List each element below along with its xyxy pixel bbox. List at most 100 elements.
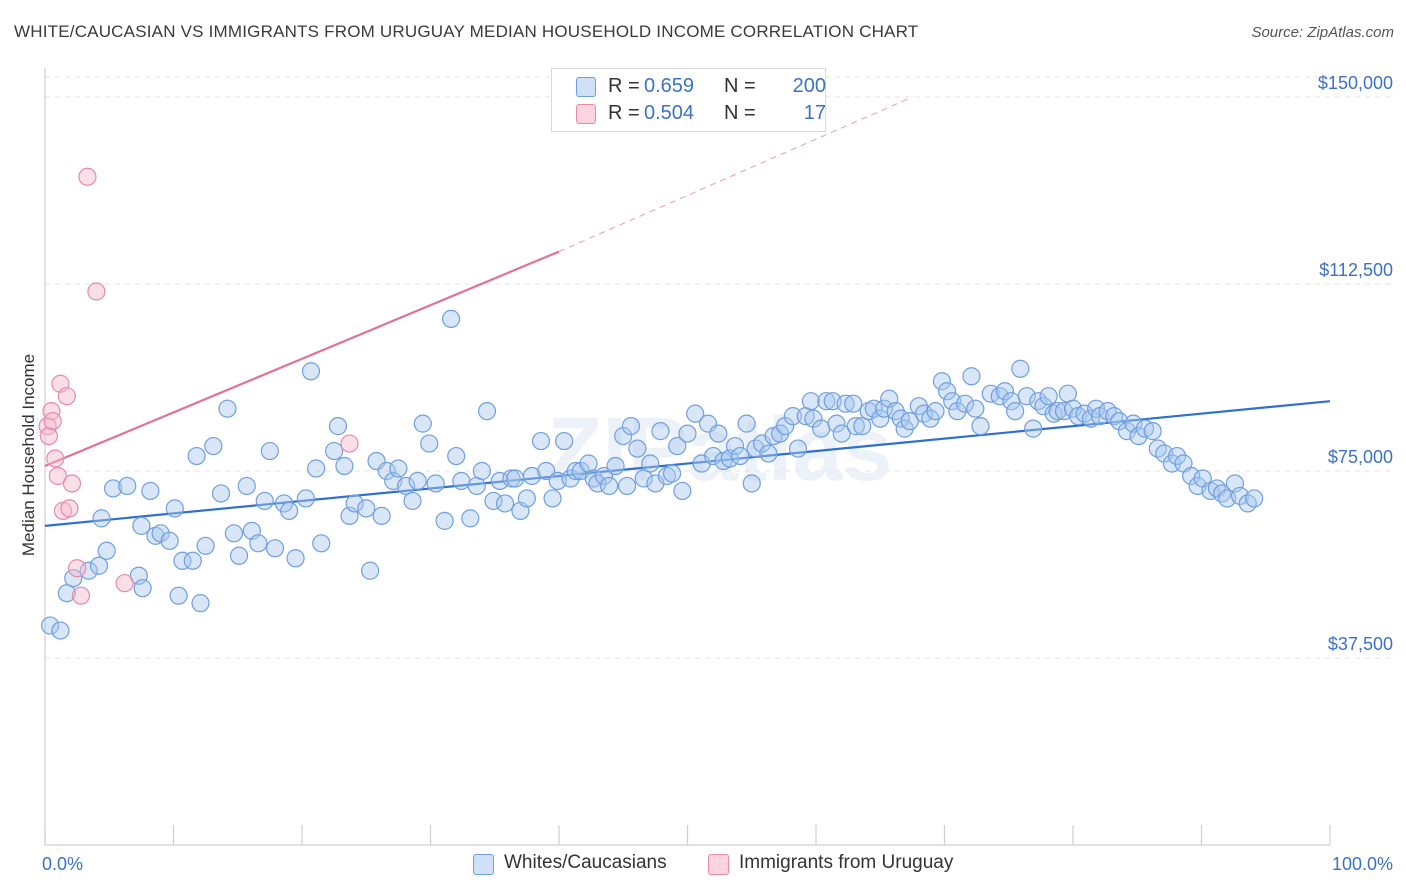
data-point [328, 417, 348, 436]
data-point [57, 584, 76, 603]
data-point [408, 471, 427, 491]
data-point [804, 409, 823, 428]
data-point [169, 586, 188, 605]
data-point [1129, 426, 1148, 446]
data-point [165, 499, 184, 518]
data-point [812, 419, 831, 438]
legend-n-label: N = [724, 102, 756, 124]
legend-r-label: R = [608, 75, 640, 97]
data-point [1143, 422, 1162, 441]
data-point [1048, 402, 1067, 421]
data-point [87, 282, 106, 301]
data-point [48, 466, 67, 486]
data-point [280, 501, 299, 520]
data-point [517, 489, 536, 508]
data-point [668, 436, 687, 456]
data-point [472, 461, 491, 481]
data-point [307, 459, 326, 478]
data-point [1039, 387, 1058, 406]
data-point [1245, 489, 1264, 508]
data-point [948, 402, 967, 421]
data-point [1017, 387, 1036, 406]
data-point [628, 439, 647, 458]
data-point [955, 394, 975, 413]
data-point [776, 417, 795, 436]
data-point [447, 446, 466, 466]
stats-legend: R = 0.659 N = 200 R = 0.504 N = 17 [551, 68, 826, 132]
data-point [1110, 412, 1129, 431]
y-tick-label: $75,000 [1328, 447, 1393, 467]
data-point [588, 474, 607, 493]
data-point [97, 541, 116, 560]
data-point [296, 489, 315, 508]
data-point [742, 474, 761, 493]
data-point [441, 309, 461, 329]
data-point [531, 431, 551, 451]
data-point [1105, 407, 1124, 426]
y-tick-label: $37,500 [1328, 634, 1393, 654]
data-point [357, 499, 376, 518]
data-point [41, 616, 60, 635]
data-point [1029, 392, 1048, 411]
data-point [1230, 486, 1250, 506]
data-point [286, 549, 305, 568]
data-point [46, 449, 65, 468]
data-point [594, 466, 614, 486]
data-point [229, 546, 249, 565]
data-point [435, 511, 454, 530]
data-point [39, 426, 58, 446]
data-point [57, 387, 76, 406]
series-swatch-whites [473, 854, 494, 875]
data-point [204, 436, 223, 456]
data-points [38, 167, 1264, 640]
data-point [132, 516, 151, 535]
data-point [340, 434, 359, 453]
data-point [783, 407, 802, 426]
data-point [875, 399, 894, 418]
data-point [817, 392, 836, 411]
data-point [801, 392, 820, 411]
data-point [89, 556, 109, 575]
data-point [709, 424, 728, 443]
data-point [506, 469, 525, 488]
data-point [104, 479, 123, 498]
data-point [731, 446, 750, 466]
data-point [686, 404, 705, 423]
data-point [1034, 397, 1053, 416]
data-point [555, 431, 574, 451]
data-point [484, 491, 503, 511]
x-tick-labels: 0.0% 100.0% [42, 854, 1393, 874]
legend-swatch-uruguay [576, 104, 596, 124]
data-point [477, 402, 497, 421]
legend-r-value: 0.659 [644, 75, 695, 97]
data-point [60, 499, 79, 518]
series-label-whites: Whites/Caucasians [504, 852, 667, 873]
data-point [995, 382, 1014, 401]
data-point [900, 412, 919, 431]
trend-line-1 [44, 250, 560, 468]
data-point [614, 426, 633, 446]
data-point [62, 474, 82, 493]
series-points-1 [38, 167, 359, 605]
data-point [827, 414, 846, 433]
data-point [361, 561, 380, 580]
series-points-0 [41, 309, 1264, 640]
data-point [618, 476, 637, 496]
axes [44, 68, 1331, 846]
legend-r-value: 0.504 [644, 102, 695, 124]
data-point [853, 417, 872, 436]
legend-n-value: 200 [792, 75, 826, 97]
data-point [932, 372, 952, 391]
data-point [141, 481, 160, 501]
data-point [183, 551, 202, 570]
data-point [325, 441, 344, 461]
series-label-uruguay: Immigrants from Uruguay [739, 852, 954, 873]
data-point [71, 586, 91, 605]
data-point [543, 489, 562, 508]
y-tick-label: $150,000 [1318, 73, 1393, 93]
data-point [864, 399, 883, 418]
data-point [237, 476, 256, 496]
data-point [1011, 359, 1030, 378]
data-point [160, 531, 179, 550]
